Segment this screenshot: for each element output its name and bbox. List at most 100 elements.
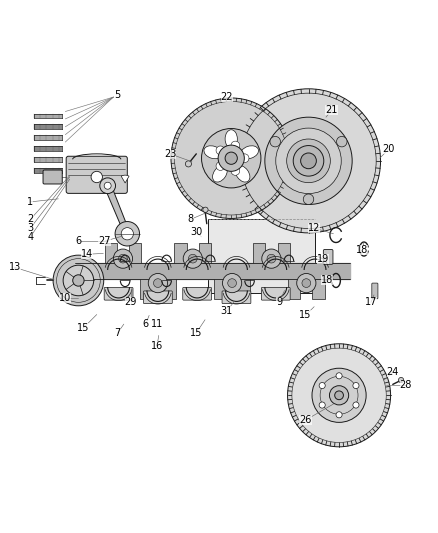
Text: 9: 9 [276,297,283,308]
Circle shape [300,153,316,169]
Circle shape [203,207,208,212]
Circle shape [288,344,391,447]
Text: 5: 5 [115,90,121,100]
Circle shape [353,402,359,408]
Circle shape [223,273,242,293]
FancyBboxPatch shape [183,287,212,300]
Text: 18: 18 [356,245,368,255]
Text: 30: 30 [190,228,202,237]
FancyBboxPatch shape [43,170,62,184]
Circle shape [113,249,133,268]
FancyBboxPatch shape [222,291,251,304]
Circle shape [335,391,343,400]
Text: 29: 29 [125,297,137,308]
Circle shape [276,128,341,193]
Text: 26: 26 [299,415,311,425]
Ellipse shape [225,130,237,148]
Text: 16: 16 [151,341,163,351]
Bar [288,279,300,299]
Circle shape [183,249,202,268]
Text: 21: 21 [325,105,338,115]
Circle shape [240,154,249,163]
Text: 4: 4 [27,232,33,242]
Text: 28: 28 [400,380,412,390]
Circle shape [153,279,162,287]
Text: 8: 8 [187,214,194,224]
Circle shape [399,377,404,383]
Bar [312,279,325,299]
Text: 3: 3 [27,223,33,233]
Circle shape [228,279,237,287]
Circle shape [119,254,127,263]
Text: 2: 2 [27,214,34,224]
Bar [253,243,265,263]
Text: 10: 10 [59,293,71,303]
Bar [199,243,211,263]
Bar [105,243,117,263]
Circle shape [231,166,240,175]
Circle shape [237,89,381,233]
Text: 18: 18 [321,276,333,286]
FancyBboxPatch shape [144,291,172,304]
Text: 14: 14 [81,249,93,259]
Circle shape [287,139,330,183]
Circle shape [188,254,197,263]
Circle shape [100,178,116,193]
Text: 19: 19 [317,254,329,264]
Text: 7: 7 [115,328,121,338]
Bar [140,279,152,299]
Circle shape [91,171,102,183]
Circle shape [73,275,84,286]
Circle shape [297,273,316,293]
Ellipse shape [204,146,222,159]
Circle shape [216,161,225,171]
Circle shape [336,373,342,379]
Circle shape [267,254,276,263]
Bar [174,243,187,263]
Circle shape [115,222,140,246]
Circle shape [312,368,366,422]
Circle shape [336,136,347,147]
Circle shape [270,136,280,147]
Text: 12: 12 [308,223,320,233]
FancyBboxPatch shape [372,283,378,299]
Circle shape [302,279,311,287]
Bar [208,220,315,293]
Circle shape [303,194,314,205]
Circle shape [63,265,94,296]
Circle shape [218,145,244,171]
Text: 6: 6 [143,319,149,329]
Text: 11: 11 [151,319,163,329]
Text: 13: 13 [9,262,21,272]
Circle shape [231,141,240,150]
Circle shape [104,182,111,189]
Circle shape [329,386,349,405]
FancyBboxPatch shape [261,287,290,300]
Ellipse shape [240,146,258,159]
Circle shape [262,249,281,268]
Text: 15: 15 [77,324,89,334]
FancyBboxPatch shape [323,249,333,264]
Bar [129,243,141,263]
Polygon shape [104,184,130,235]
Circle shape [225,152,237,164]
Text: 15: 15 [190,328,202,338]
Ellipse shape [235,166,250,182]
Circle shape [319,402,325,408]
Bar [238,279,251,299]
Circle shape [336,411,342,418]
Text: 24: 24 [387,367,399,377]
Text: 15: 15 [299,310,311,320]
Bar [278,243,290,263]
Circle shape [53,255,104,306]
Text: 31: 31 [221,306,233,316]
Circle shape [319,383,325,389]
Circle shape [353,383,359,389]
Bar [164,279,176,299]
Text: 22: 22 [221,92,233,102]
Text: 1: 1 [27,197,33,207]
Bar [214,279,226,299]
Circle shape [216,146,225,155]
Circle shape [292,348,386,442]
Text: 17: 17 [365,297,377,308]
